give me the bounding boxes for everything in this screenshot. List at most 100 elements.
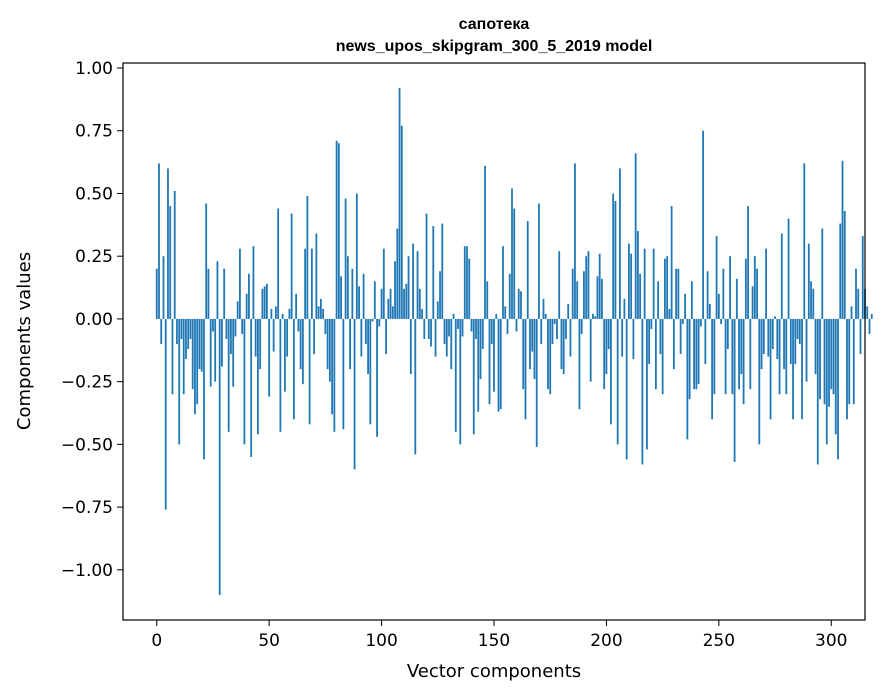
bar xyxy=(335,140,338,319)
bar xyxy=(558,251,561,319)
bar xyxy=(484,165,486,319)
bar xyxy=(499,318,502,410)
bar xyxy=(783,318,785,370)
bar xyxy=(275,306,277,319)
bar xyxy=(610,318,612,425)
bar xyxy=(850,306,853,319)
bar xyxy=(628,243,630,319)
bar xyxy=(668,308,671,319)
bar xyxy=(819,318,821,400)
bar xyxy=(385,318,387,355)
bar xyxy=(328,318,331,382)
bar xyxy=(286,318,289,357)
bar xyxy=(708,303,711,319)
bar xyxy=(549,318,552,395)
bar xyxy=(706,271,709,319)
bar xyxy=(450,318,453,370)
bar xyxy=(825,318,828,445)
bar xyxy=(798,318,801,345)
bar xyxy=(726,318,729,350)
bar xyxy=(367,318,369,375)
bar xyxy=(526,221,529,319)
y-axis-label: Components values xyxy=(14,252,35,430)
bar xyxy=(531,318,534,352)
bar xyxy=(839,223,842,319)
bar xyxy=(740,318,743,375)
bar xyxy=(666,256,669,319)
bar xyxy=(268,318,271,397)
bar xyxy=(517,288,520,319)
bar xyxy=(200,318,203,372)
bar xyxy=(448,318,450,337)
bar xyxy=(214,318,217,382)
bar xyxy=(288,308,291,319)
bar xyxy=(490,318,493,345)
bar xyxy=(592,313,594,319)
bar xyxy=(789,318,792,365)
bar xyxy=(160,318,163,345)
bar xyxy=(263,286,266,319)
bar xyxy=(621,318,624,357)
bar xyxy=(778,318,781,395)
bar xyxy=(418,288,421,319)
bar xyxy=(504,306,507,319)
x-tick-label: 150 xyxy=(478,631,510,651)
bar xyxy=(735,278,738,319)
bar xyxy=(180,318,183,339)
bar xyxy=(369,318,372,425)
bar xyxy=(715,236,718,319)
bar xyxy=(771,318,774,350)
bar xyxy=(167,168,169,319)
bar xyxy=(794,318,797,365)
bar xyxy=(169,206,172,319)
bar xyxy=(686,318,689,440)
bar xyxy=(814,318,817,375)
bar xyxy=(661,318,664,395)
bar xyxy=(774,316,776,319)
bar xyxy=(191,318,194,390)
bar xyxy=(657,281,660,319)
bar xyxy=(544,313,547,319)
bar xyxy=(551,318,554,345)
bar xyxy=(722,268,725,319)
bar xyxy=(810,281,812,319)
bar xyxy=(556,318,558,339)
bar xyxy=(236,301,239,319)
bar xyxy=(185,318,187,360)
bar xyxy=(470,318,473,332)
bar xyxy=(830,318,833,390)
bar xyxy=(520,291,522,319)
bar xyxy=(648,318,651,365)
bar xyxy=(171,318,174,395)
bar xyxy=(792,318,794,420)
bar xyxy=(807,243,810,319)
bar xyxy=(358,286,360,319)
bar xyxy=(587,251,590,319)
bar xyxy=(801,318,803,420)
bar xyxy=(371,318,374,322)
bar xyxy=(493,318,495,392)
bar xyxy=(299,318,302,370)
bar xyxy=(529,318,531,370)
bar xyxy=(414,318,417,455)
bar xyxy=(753,256,756,319)
bar xyxy=(423,318,426,339)
bar xyxy=(439,271,441,319)
bar xyxy=(281,313,284,319)
bar xyxy=(250,318,253,457)
bar xyxy=(695,318,698,390)
bar xyxy=(742,318,745,405)
bar xyxy=(866,306,869,319)
bar xyxy=(248,273,250,319)
bar xyxy=(376,318,378,437)
bar xyxy=(717,293,720,319)
bar xyxy=(547,318,549,390)
bar xyxy=(407,256,410,319)
bar xyxy=(398,88,401,319)
bar xyxy=(164,318,167,510)
bar xyxy=(837,318,839,460)
bar xyxy=(688,318,691,400)
x-axis-ticks: 0 50 100 150 200 250 300 xyxy=(151,620,847,651)
bar xyxy=(567,303,570,319)
bar xyxy=(816,318,819,465)
